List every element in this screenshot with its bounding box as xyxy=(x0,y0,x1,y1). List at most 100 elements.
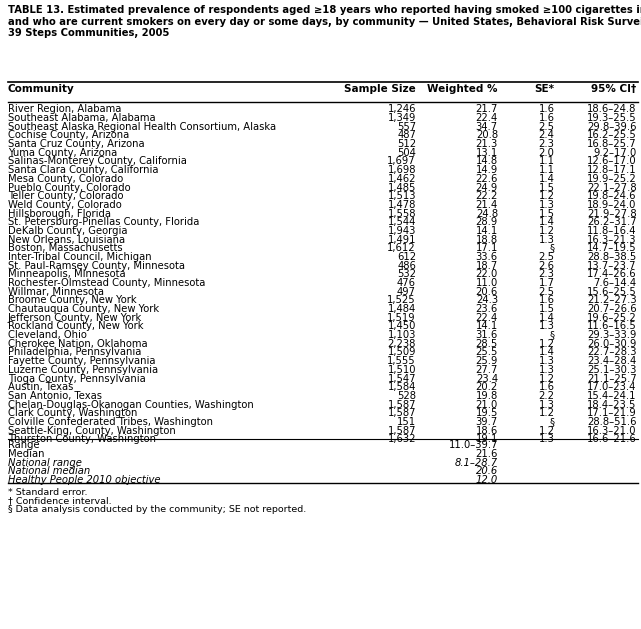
Text: 1.2: 1.2 xyxy=(538,374,554,384)
Text: Philadelphia, Pennsylvania: Philadelphia, Pennsylvania xyxy=(8,347,141,357)
Text: 1.3: 1.3 xyxy=(538,235,554,245)
Text: 1.2: 1.2 xyxy=(538,426,554,435)
Text: 1,513: 1,513 xyxy=(387,191,416,201)
Text: 19.9–25.2: 19.9–25.2 xyxy=(587,174,637,184)
Text: 1,558: 1,558 xyxy=(387,209,416,218)
Text: § Data analysis conducted by the community; SE not reported.: § Data analysis conducted by the communi… xyxy=(8,505,306,515)
Text: Minneapolis, Minnesota: Minneapolis, Minnesota xyxy=(8,269,126,279)
Text: Cochise County, Arizona: Cochise County, Arizona xyxy=(8,130,129,140)
Text: 1.5: 1.5 xyxy=(538,209,554,218)
Text: 1.6: 1.6 xyxy=(538,104,554,114)
Text: San Antonio, Texas: San Antonio, Texas xyxy=(8,391,102,401)
Text: 2.4: 2.4 xyxy=(538,130,554,140)
Text: Cleveland, Ohio: Cleveland, Ohio xyxy=(8,330,87,340)
Text: 16.2–25.5: 16.2–25.5 xyxy=(587,130,637,140)
Text: 1.3: 1.3 xyxy=(538,321,554,331)
Text: 19.8: 19.8 xyxy=(476,391,498,401)
Text: 1,632: 1,632 xyxy=(387,434,416,444)
Text: 7.6–14.4: 7.6–14.4 xyxy=(594,278,637,288)
Text: 1,943: 1,943 xyxy=(388,226,416,236)
Text: 1,484: 1,484 xyxy=(388,304,416,314)
Text: 1.3: 1.3 xyxy=(538,434,554,444)
Text: 24.9: 24.9 xyxy=(476,182,498,192)
Text: 18.6–24.8: 18.6–24.8 xyxy=(587,104,637,114)
Text: 1,697: 1,697 xyxy=(387,157,416,167)
Text: 1,519: 1,519 xyxy=(387,313,416,323)
Text: 9.2–17.0: 9.2–17.0 xyxy=(594,148,637,158)
Text: 2.0: 2.0 xyxy=(538,148,554,158)
Text: 1.2: 1.2 xyxy=(538,408,554,418)
Text: 19.1: 19.1 xyxy=(476,434,498,444)
Text: 18.8: 18.8 xyxy=(476,235,498,245)
Text: 1,587: 1,587 xyxy=(387,408,416,418)
Text: 22.1–27.8: 22.1–27.8 xyxy=(587,182,637,192)
Text: 27.7: 27.7 xyxy=(476,365,498,375)
Text: 28.8–51.6: 28.8–51.6 xyxy=(587,417,637,427)
Text: 12.6–17.0: 12.6–17.0 xyxy=(587,157,637,167)
Text: 1,587: 1,587 xyxy=(387,399,416,409)
Text: SE*: SE* xyxy=(535,84,554,94)
Text: Jefferson County, New York: Jefferson County, New York xyxy=(8,313,142,323)
Text: 1,587: 1,587 xyxy=(387,426,416,435)
Text: 18.9–24.0: 18.9–24.0 xyxy=(587,200,637,210)
Text: 31.6: 31.6 xyxy=(476,330,498,340)
Text: Yuma County, Arizona: Yuma County, Arizona xyxy=(8,148,117,158)
Text: 1.2: 1.2 xyxy=(538,191,554,201)
Text: 11.6–16.5: 11.6–16.5 xyxy=(587,321,637,331)
Text: 1,544: 1,544 xyxy=(388,217,416,227)
Text: 21.6: 21.6 xyxy=(476,449,498,459)
Text: 15.4–24.1: 15.4–24.1 xyxy=(587,391,637,401)
Text: 26.0–30.9: 26.0–30.9 xyxy=(587,339,637,348)
Text: St. Petersburg-Pinellas County, Florida: St. Petersburg-Pinellas County, Florida xyxy=(8,217,199,227)
Text: 25.1–30.3: 25.1–30.3 xyxy=(587,365,637,375)
Text: 2,238: 2,238 xyxy=(388,339,416,348)
Text: 28.9: 28.9 xyxy=(476,217,498,227)
Text: 1.6: 1.6 xyxy=(538,113,554,123)
Text: 14.1: 14.1 xyxy=(476,226,498,236)
Text: 16.3–21.3: 16.3–21.3 xyxy=(587,235,637,245)
Text: 11.0: 11.0 xyxy=(476,278,498,288)
Text: 39.7: 39.7 xyxy=(476,417,498,427)
Text: 497: 497 xyxy=(397,287,416,297)
Text: 20.6: 20.6 xyxy=(476,467,498,476)
Text: Southeast Alaska Regional Health Consortium, Alaska: Southeast Alaska Regional Health Consort… xyxy=(8,122,276,131)
Text: 19.6–25.2: 19.6–25.2 xyxy=(587,313,637,323)
Text: 23.6: 23.6 xyxy=(476,304,498,314)
Text: 476: 476 xyxy=(397,278,416,288)
Text: † Confidence interval.: † Confidence interval. xyxy=(8,496,112,506)
Text: 28.5: 28.5 xyxy=(476,339,498,348)
Text: 1.6: 1.6 xyxy=(538,296,554,305)
Text: 1,246: 1,246 xyxy=(387,104,416,114)
Text: 23.4–28.4: 23.4–28.4 xyxy=(587,356,637,366)
Text: Chautauqua County, New York: Chautauqua County, New York xyxy=(8,304,159,314)
Text: 19.5: 19.5 xyxy=(476,408,498,418)
Text: 528: 528 xyxy=(397,391,416,401)
Text: Thurston County, Washington: Thurston County, Washington xyxy=(8,434,156,444)
Text: Median: Median xyxy=(8,449,44,459)
Text: Sample Size: Sample Size xyxy=(344,84,416,94)
Text: 18.7: 18.7 xyxy=(476,260,498,270)
Text: 13.1: 13.1 xyxy=(476,148,498,158)
Text: 24.3: 24.3 xyxy=(476,296,498,305)
Text: 17.4–26.6: 17.4–26.6 xyxy=(587,269,637,279)
Text: 28.8–38.5: 28.8–38.5 xyxy=(587,252,637,262)
Text: §: § xyxy=(549,330,554,340)
Text: DeKalb County, Georgia: DeKalb County, Georgia xyxy=(8,226,127,236)
Text: 20.2: 20.2 xyxy=(476,382,498,392)
Text: Tioga County, Pennsylvania: Tioga County, Pennsylvania xyxy=(8,374,146,384)
Text: 22.6: 22.6 xyxy=(476,174,498,184)
Text: 25.5: 25.5 xyxy=(476,347,498,357)
Text: Santa Clara County, California: Santa Clara County, California xyxy=(8,165,158,175)
Text: 22.2: 22.2 xyxy=(476,191,498,201)
Text: 1,698: 1,698 xyxy=(387,165,416,175)
Text: 17.1: 17.1 xyxy=(476,243,498,253)
Text: Pueblo County, Colorado: Pueblo County, Colorado xyxy=(8,182,130,192)
Text: 19.3–25.5: 19.3–25.5 xyxy=(587,113,637,123)
Text: Teller County, Colorado: Teller County, Colorado xyxy=(8,191,123,201)
Text: 21.1–25.7: 21.1–25.7 xyxy=(587,374,637,384)
Text: 1,478: 1,478 xyxy=(388,200,416,210)
Text: Mesa County, Colorado: Mesa County, Colorado xyxy=(8,174,123,184)
Text: 486: 486 xyxy=(397,260,416,270)
Text: §: § xyxy=(549,417,554,427)
Text: National median: National median xyxy=(8,467,90,476)
